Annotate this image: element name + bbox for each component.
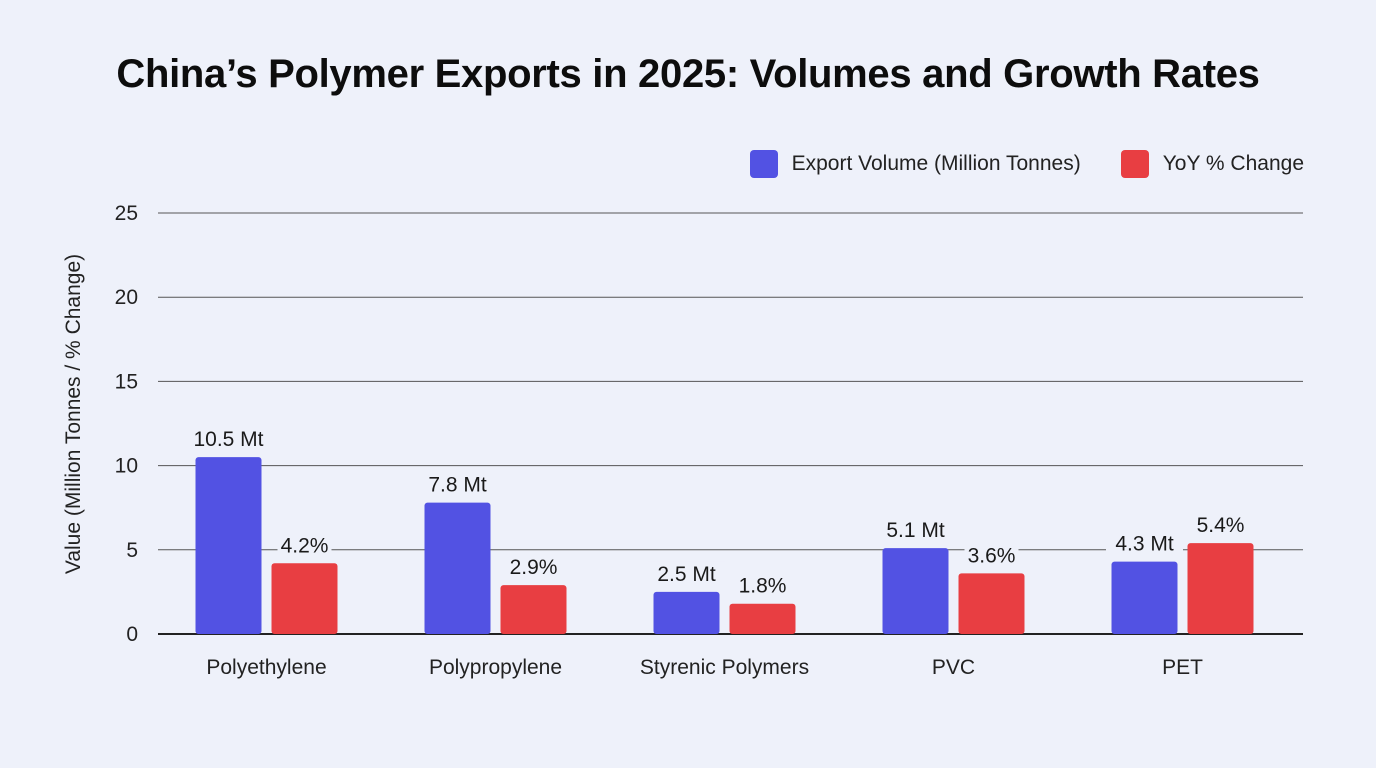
legend: Export Volume (Million Tonnes) YoY % Cha… — [749, 150, 1304, 178]
legend-label-yoy: YoY % Change — [1162, 152, 1304, 175]
bar-export-volume — [424, 502, 491, 634]
data-label-bg — [964, 543, 1019, 568]
bar-yoy-change — [500, 585, 567, 634]
x-category-label: PVC — [932, 656, 975, 679]
y-tick-label: 15 — [115, 370, 138, 393]
bars: 10.5 Mt 4.2% 7.8 Mt 2.9% 2.5 Mt 1.8% 5.1 Mt 3.6… — [184, 427, 1254, 634]
data-label: 10.5 Mt — [193, 428, 263, 451]
data-label-bg — [648, 561, 725, 586]
data-label: 2.9% — [510, 556, 558, 579]
x-category-label: Polypropylene — [429, 656, 562, 679]
bar-export-volume — [653, 591, 720, 634]
legend-swatch-volume — [749, 150, 778, 178]
bar-yoy-change — [729, 603, 796, 634]
bar-export-volume — [1111, 561, 1178, 634]
x-axis-categories: Polyethylene Polypropylene Styrenic Polyme… — [206, 656, 1203, 679]
data-label: 7.8 Mt — [428, 474, 487, 497]
gridlines — [158, 212, 1303, 635]
y-tick-label: 5 — [126, 539, 138, 562]
data-label-bg — [184, 427, 273, 452]
bar-export-volume — [882, 548, 949, 634]
data-label-bg — [506, 555, 561, 580]
y-tick-label: 0 — [126, 623, 138, 646]
legend-item-volume: Export Volume (Million Tonnes) — [749, 150, 1081, 178]
y-axis-ticks: 0 5 10 15 20 25 — [115, 202, 138, 646]
data-label: 2.5 Mt — [657, 563, 716, 586]
y-tick-label: 10 — [115, 455, 138, 478]
data-label: 3.6% — [968, 544, 1016, 567]
x-category-label: PET — [1162, 656, 1203, 679]
legend-swatch-yoy — [1120, 150, 1149, 178]
legend-label-volume: Export Volume (Million Tonnes) — [791, 152, 1081, 175]
chart-title: China’s Polymer Exports in 2025: Volumes… — [116, 52, 1260, 96]
y-tick-label: 25 — [115, 202, 138, 225]
data-label-bg — [419, 472, 496, 497]
data-label: 5.1 Mt — [886, 519, 945, 542]
bar-yoy-change — [958, 573, 1025, 634]
bar-yoy-change — [271, 563, 338, 634]
data-label-bg — [877, 518, 954, 543]
x-category-label: Polyethylene — [206, 656, 326, 679]
bar-export-volume — [195, 457, 262, 634]
data-label-bg — [277, 533, 332, 558]
data-label-bg — [1193, 513, 1248, 538]
y-axis-label: Value (Million Tonnes / % Change) — [62, 254, 85, 574]
legend-item-yoy: YoY % Change — [1120, 150, 1304, 178]
data-label-bg — [1106, 531, 1183, 556]
data-label: 5.4% — [1197, 514, 1245, 537]
y-tick-label: 20 — [115, 286, 138, 309]
x-category-label: Styrenic Polymers — [640, 656, 809, 679]
data-label: 4.3 Mt — [1115, 533, 1174, 556]
data-label-bg — [735, 573, 790, 598]
data-label: 1.8% — [739, 575, 787, 598]
data-label: 4.2% — [281, 534, 329, 557]
bar-yoy-change — [1187, 543, 1254, 634]
